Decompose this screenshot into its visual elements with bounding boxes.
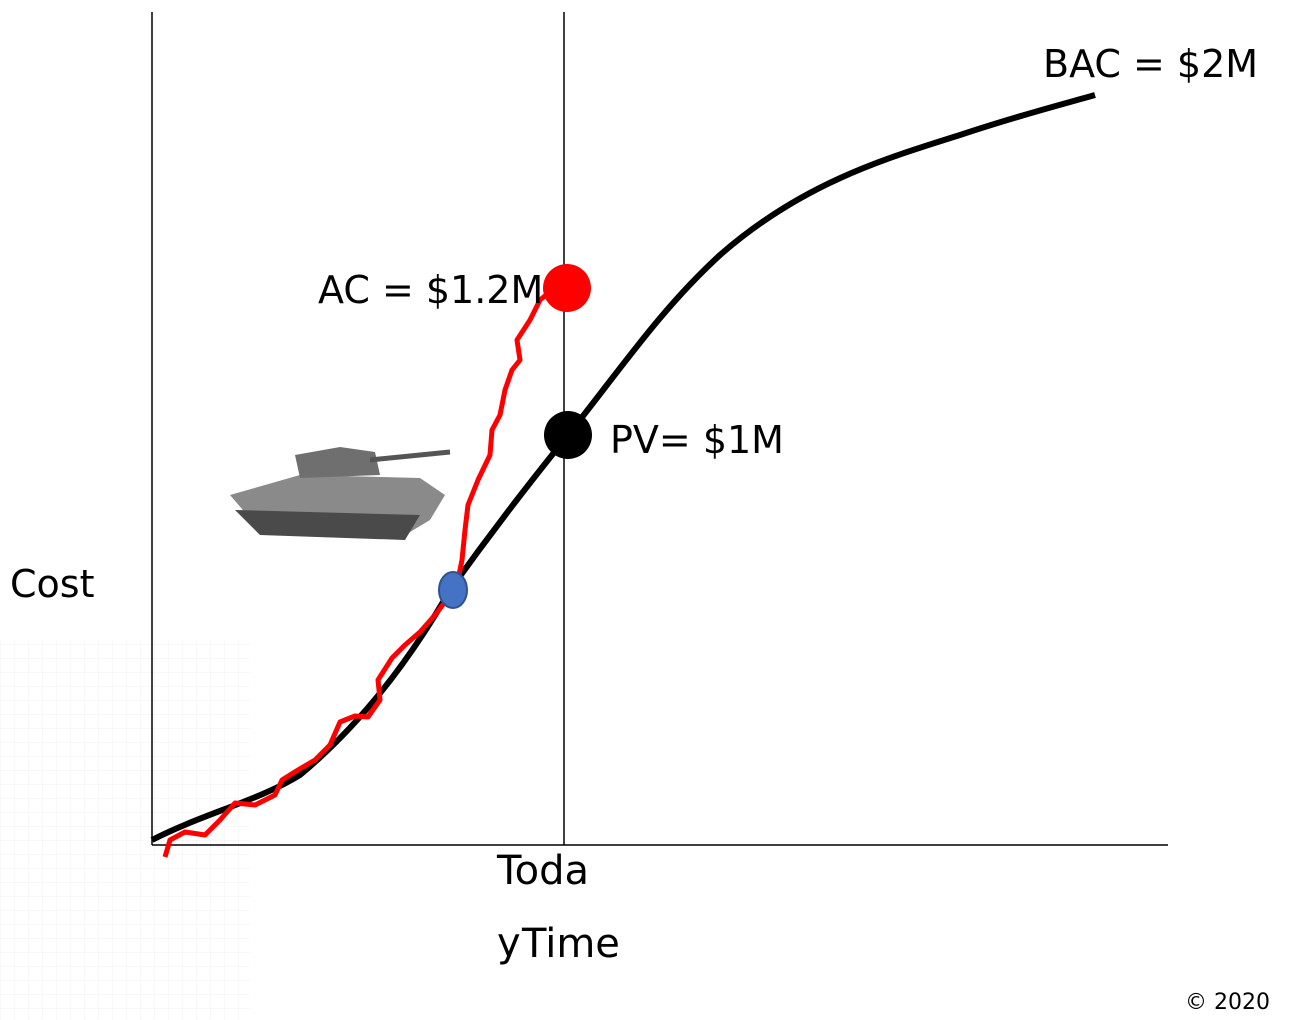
tank-image (230, 447, 450, 540)
cost-label: Cost (10, 562, 94, 606)
ac-point (543, 264, 591, 312)
ac-label: AC = $1.2M (318, 268, 543, 312)
pv-label: PV= $1M (610, 418, 784, 462)
pv-point (544, 411, 592, 459)
page: BAC = $2M AC = $1.2M PV= $1M Cost Today … (0, 0, 1299, 1020)
bac-label: BAC = $2M (1043, 42, 1258, 86)
planned-value-curve (152, 95, 1095, 840)
ev-point (439, 572, 467, 608)
copyright: © 2020 (1185, 990, 1270, 1015)
diagram (0, 0, 1299, 1020)
time-label: Time (522, 908, 634, 980)
